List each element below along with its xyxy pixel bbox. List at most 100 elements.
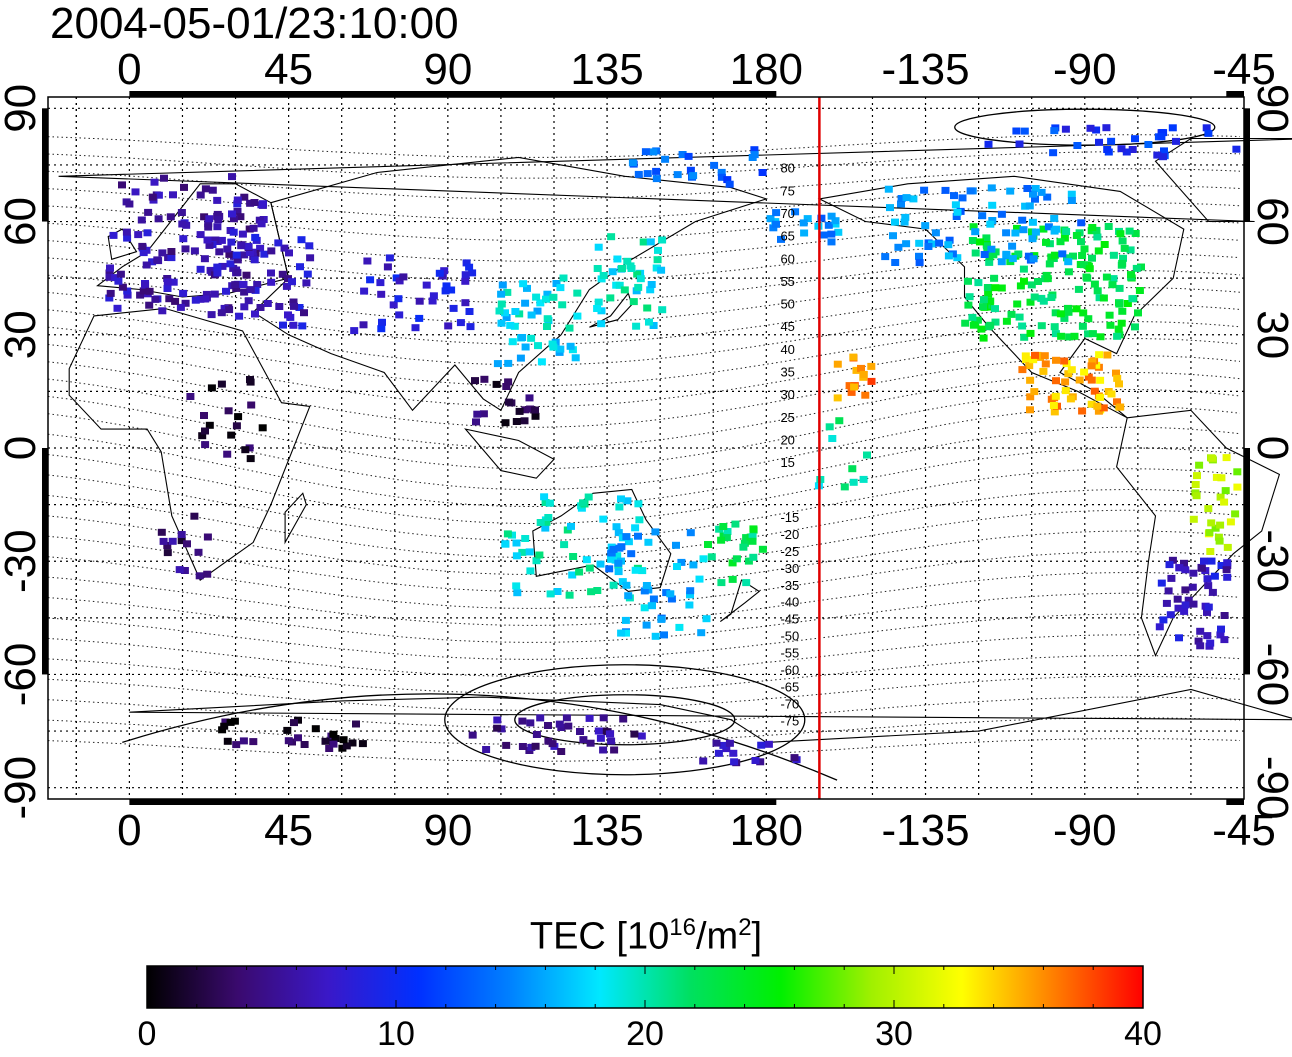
tec-pixel [465, 263, 474, 271]
tec-pixel [1115, 380, 1123, 388]
tec-pixel [1126, 246, 1135, 254]
tec-pixel [144, 208, 153, 216]
tec-pixel [1159, 129, 1168, 137]
tec-pixel [493, 724, 502, 732]
tec-pixel [677, 558, 686, 566]
tec-pixel [1085, 265, 1094, 273]
tec-pixel [501, 540, 510, 548]
tec-pixel [274, 239, 283, 247]
tec-pixel [518, 743, 527, 750]
tec-pixel [1067, 190, 1076, 198]
tec-pixel [556, 284, 565, 292]
tec-pixel [673, 563, 681, 570]
tec-pixel [1193, 472, 1201, 480]
tec-pixel [1079, 309, 1088, 317]
tec-pixel [1026, 376, 1035, 384]
tec-pixel [544, 737, 553, 745]
tec-pixel [282, 282, 291, 290]
tec-pixel [630, 730, 639, 738]
tec-pixel [1196, 642, 1205, 650]
tec-pixel [297, 236, 306, 244]
tec-pixel [985, 253, 994, 261]
top-edge-bar [129, 91, 777, 97]
tec-pixel [859, 475, 868, 483]
tec-pixel [1168, 124, 1177, 132]
tec-pixel [479, 410, 488, 418]
contour-label: -35 [780, 578, 799, 593]
tec-pixel [289, 321, 298, 329]
tec-pixel [1123, 300, 1132, 307]
tec-pixel [1174, 604, 1183, 612]
tec-pixel [1090, 280, 1099, 288]
tec-pixel [1067, 197, 1076, 204]
tec-pixel [849, 478, 858, 486]
tec-pixel [620, 286, 629, 294]
tec-pixel [1122, 148, 1131, 156]
tec-pixel [250, 199, 259, 206]
contour-label: 70 [780, 206, 794, 221]
tec-pixel [699, 757, 708, 765]
tec-pixel [253, 281, 262, 288]
tec-pixel [210, 290, 219, 298]
tec-pixel [521, 535, 530, 542]
tec-pixel [540, 493, 549, 501]
tec-pixel [1050, 251, 1059, 259]
tec-pixel [359, 321, 368, 329]
tec-pixel [1205, 529, 1214, 537]
tec-pixel [389, 301, 398, 309]
tec-pixel [456, 319, 465, 327]
tec-pixel [646, 286, 655, 294]
tec-pixel [235, 312, 244, 320]
tec-pixel [1223, 559, 1232, 567]
tec-pixel [220, 304, 229, 312]
tec-pixel [461, 299, 470, 307]
tec-pixel [897, 200, 905, 208]
tec-pixel [824, 221, 833, 229]
tec-pixel [944, 241, 953, 249]
colorbar-title-unit: /m [695, 915, 739, 958]
tec-pixel [622, 581, 631, 589]
tec-pixel [106, 264, 114, 272]
tec-pixel [982, 234, 991, 242]
tec-pixel [527, 311, 536, 319]
tec-pixel [153, 256, 162, 264]
tec-pixel [531, 412, 540, 420]
tec-pixel [1067, 366, 1076, 374]
tec-pixel [667, 595, 676, 603]
tec-pixel [1060, 357, 1069, 365]
tec-pixel [646, 238, 655, 246]
tec-pixel [240, 251, 249, 259]
tec-pixel [246, 286, 255, 294]
tec-pixel [1231, 510, 1240, 518]
tec-pixel [921, 222, 930, 230]
colorbar-title-main: TEC [10 [529, 915, 670, 958]
tec-pixel [894, 243, 903, 251]
x-tick-label-bottom: -135 [881, 806, 969, 855]
tec-pixel [1050, 127, 1059, 135]
tec-pixel [167, 248, 176, 255]
tec-pixel [525, 394, 534, 402]
tec-pixel [649, 148, 658, 156]
tec-pixel [1064, 308, 1073, 316]
tec-pixel [1037, 294, 1046, 302]
graticule-grid [48, 97, 1244, 799]
tec-pixel [758, 169, 767, 176]
contour-label: 50 [780, 297, 794, 312]
tec-pixel [631, 524, 640, 532]
tec-pixel [207, 384, 216, 392]
tec-pixel [1039, 367, 1048, 375]
tec-pixel [1024, 252, 1033, 260]
tec-pixel [1094, 407, 1103, 415]
tec-pixel [686, 587, 695, 595]
tec-pixel [1107, 390, 1116, 398]
tec-pixel [360, 287, 369, 295]
tec-pixel [1180, 607, 1189, 615]
tec-pixel [512, 582, 521, 590]
tec-pixel [1080, 368, 1089, 376]
tec-pixel [1113, 332, 1122, 340]
tec-pixel [585, 564, 594, 572]
tec-pixel [1051, 309, 1060, 317]
tec-pixel [979, 296, 988, 304]
tec-pixel [394, 295, 403, 303]
tec-pixel [339, 736, 348, 744]
